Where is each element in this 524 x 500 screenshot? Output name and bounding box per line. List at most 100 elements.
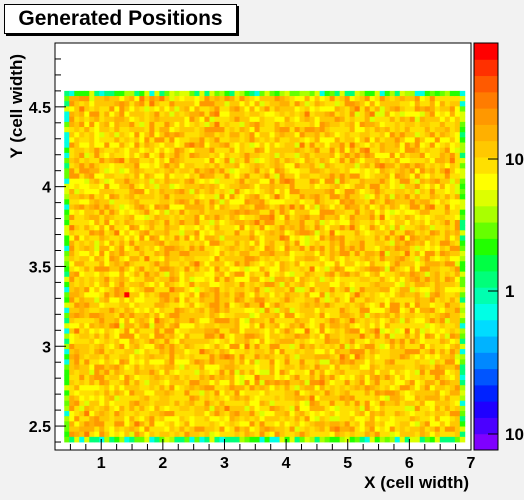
heatmap-bin [259, 219, 265, 226]
heatmap-bin [94, 307, 100, 314]
heatmap-bin [394, 240, 401, 247]
heatmap-bin [114, 323, 120, 329]
heatmap-bin [199, 400, 205, 407]
heatmap-bin [249, 101, 255, 107]
heatmap-bin [169, 225, 175, 231]
heatmap-bin [349, 121, 356, 128]
heatmap-bin [294, 240, 300, 247]
heatmap-bin [199, 364, 205, 371]
heatmap-bin [264, 266, 270, 273]
heatmap-bin [339, 199, 346, 205]
heatmap-bin [354, 132, 361, 138]
heatmap-bin [414, 96, 421, 102]
heatmap-bin [119, 281, 125, 288]
heatmap-bin [379, 245, 386, 252]
heatmap-bin [304, 121, 311, 128]
heatmap-bin [164, 380, 170, 386]
heatmap-bin [419, 333, 426, 340]
heatmap-bin [274, 436, 280, 443]
heatmap-bin [349, 354, 356, 360]
heatmap-bin [304, 152, 311, 159]
heatmap-bin [404, 307, 411, 314]
heatmap-bin [424, 230, 431, 236]
heatmap-bin [234, 132, 240, 138]
heatmap-bin [129, 101, 135, 107]
heatmap-bin [239, 338, 245, 345]
heatmap-bin [294, 276, 300, 283]
heatmap-bin [104, 385, 110, 391]
heatmap-bin [239, 292, 245, 298]
heatmap-bin [209, 271, 215, 278]
heatmap-bin [234, 276, 240, 283]
heatmap-bin [244, 431, 250, 438]
heatmap-bin [284, 214, 290, 221]
heatmap-bin [314, 132, 321, 138]
heatmap-bin [374, 219, 381, 226]
heatmap-bin [404, 411, 411, 417]
heatmap-bin [324, 333, 331, 340]
heatmap-bin [69, 194, 75, 200]
heatmap-bin [309, 390, 316, 396]
heatmap-bin [214, 349, 220, 355]
heatmap-bin [384, 400, 391, 407]
heatmap-bin [169, 250, 175, 257]
heatmap-bin [414, 369, 421, 376]
heatmap-bin [99, 354, 105, 360]
heatmap-bin [284, 411, 290, 417]
heatmap-bin [404, 121, 411, 128]
heatmap-bin [359, 436, 366, 443]
heatmap-bin [424, 142, 431, 149]
heatmap-bin [169, 281, 175, 288]
heatmap-bin [414, 235, 421, 242]
heatmap-bin [249, 235, 255, 242]
heatmap-bin [79, 416, 85, 422]
heatmap-bin [139, 390, 145, 396]
heatmap-bin [324, 390, 331, 396]
heatmap-bin [304, 96, 311, 102]
heatmap-bin [179, 380, 185, 386]
heatmap-bin [139, 240, 145, 247]
heatmap-bin [369, 158, 376, 164]
heatmap-bin [264, 328, 270, 334]
heatmap-bin [129, 132, 135, 138]
heatmap-bin [254, 271, 260, 278]
heatmap-bin [369, 359, 376, 365]
heatmap-bin [214, 111, 220, 118]
heatmap-bin [159, 256, 165, 262]
heatmap-bin [429, 132, 436, 138]
heatmap-bin [64, 416, 70, 422]
heatmap-bin [129, 431, 135, 438]
heatmap-bin [299, 111, 305, 118]
heatmap-bin [389, 214, 396, 221]
heatmap-bin [384, 266, 391, 273]
heatmap-bin [379, 349, 386, 355]
heatmap-bin [159, 152, 165, 159]
heatmap-bin [269, 214, 275, 221]
heatmap-bin [124, 380, 130, 386]
heatmap-bin [139, 163, 145, 169]
heatmap-bin [359, 281, 366, 288]
heatmap-bin [154, 188, 160, 195]
heatmap-bin [299, 173, 305, 180]
heatmap-bin [414, 219, 421, 226]
heatmap-bin [164, 359, 170, 365]
heatmap-bin [404, 302, 411, 309]
heatmap-bin [194, 199, 200, 205]
heatmap-bin [269, 297, 275, 303]
heatmap-bin [294, 178, 300, 185]
heatmap-bin [414, 101, 421, 107]
heatmap-bin [79, 333, 85, 340]
heatmap-bin [219, 168, 225, 174]
heatmap-bin [424, 307, 431, 314]
heatmap-bin [64, 116, 70, 123]
heatmap-bin [289, 219, 295, 226]
heatmap-bin [314, 318, 321, 324]
heatmap-bin [319, 338, 326, 345]
heatmap-bin [349, 328, 356, 334]
heatmap-bin [64, 338, 70, 345]
heatmap-bin [369, 183, 376, 190]
heatmap-bin [289, 96, 295, 102]
heatmap-bin [274, 194, 280, 200]
heatmap-bin [394, 209, 401, 216]
heatmap-bin [274, 230, 280, 236]
